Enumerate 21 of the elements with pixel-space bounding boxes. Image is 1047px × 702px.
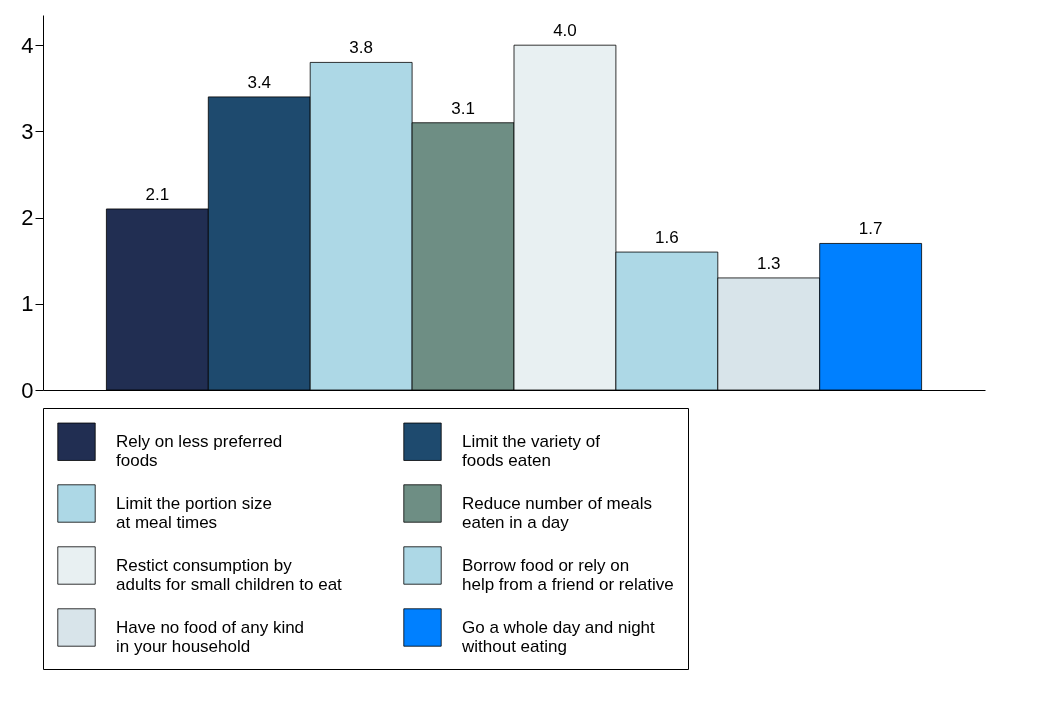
data-label: 1.6 xyxy=(655,228,679,248)
y-tick-label: 1 xyxy=(21,291,34,317)
legend-label: Rely on less preferred foods xyxy=(116,431,283,470)
data-label: 1.7 xyxy=(858,219,883,239)
legend-label: Limit the portion size at meal times xyxy=(116,493,272,532)
legend-label: Have no food of any kind in your household xyxy=(116,617,305,656)
y-tick-label: 2 xyxy=(21,205,34,231)
y-tick-label: 0 xyxy=(21,377,34,403)
data-label: 3.1 xyxy=(451,98,475,118)
legend-label: Restict consumption by adults for small children to eat xyxy=(116,555,343,594)
y-tick-label: 4 xyxy=(21,32,34,58)
legend-label: Limit the variety of foods eaten xyxy=(462,431,601,470)
legend-label: Go a whole day and night without eating xyxy=(461,617,656,656)
data-label: 1.3 xyxy=(756,253,781,273)
legend-label: Borrow food or rely on help from a friend or relative xyxy=(462,555,674,594)
data-label: 3.4 xyxy=(247,72,272,92)
data-label: 2.1 xyxy=(145,184,170,204)
legend-label: Reduce number of meals eaten in a day xyxy=(462,493,652,532)
data-label: 4.0 xyxy=(553,21,577,41)
y-tick-label: 3 xyxy=(21,118,34,144)
data-label: 3.8 xyxy=(349,38,373,58)
